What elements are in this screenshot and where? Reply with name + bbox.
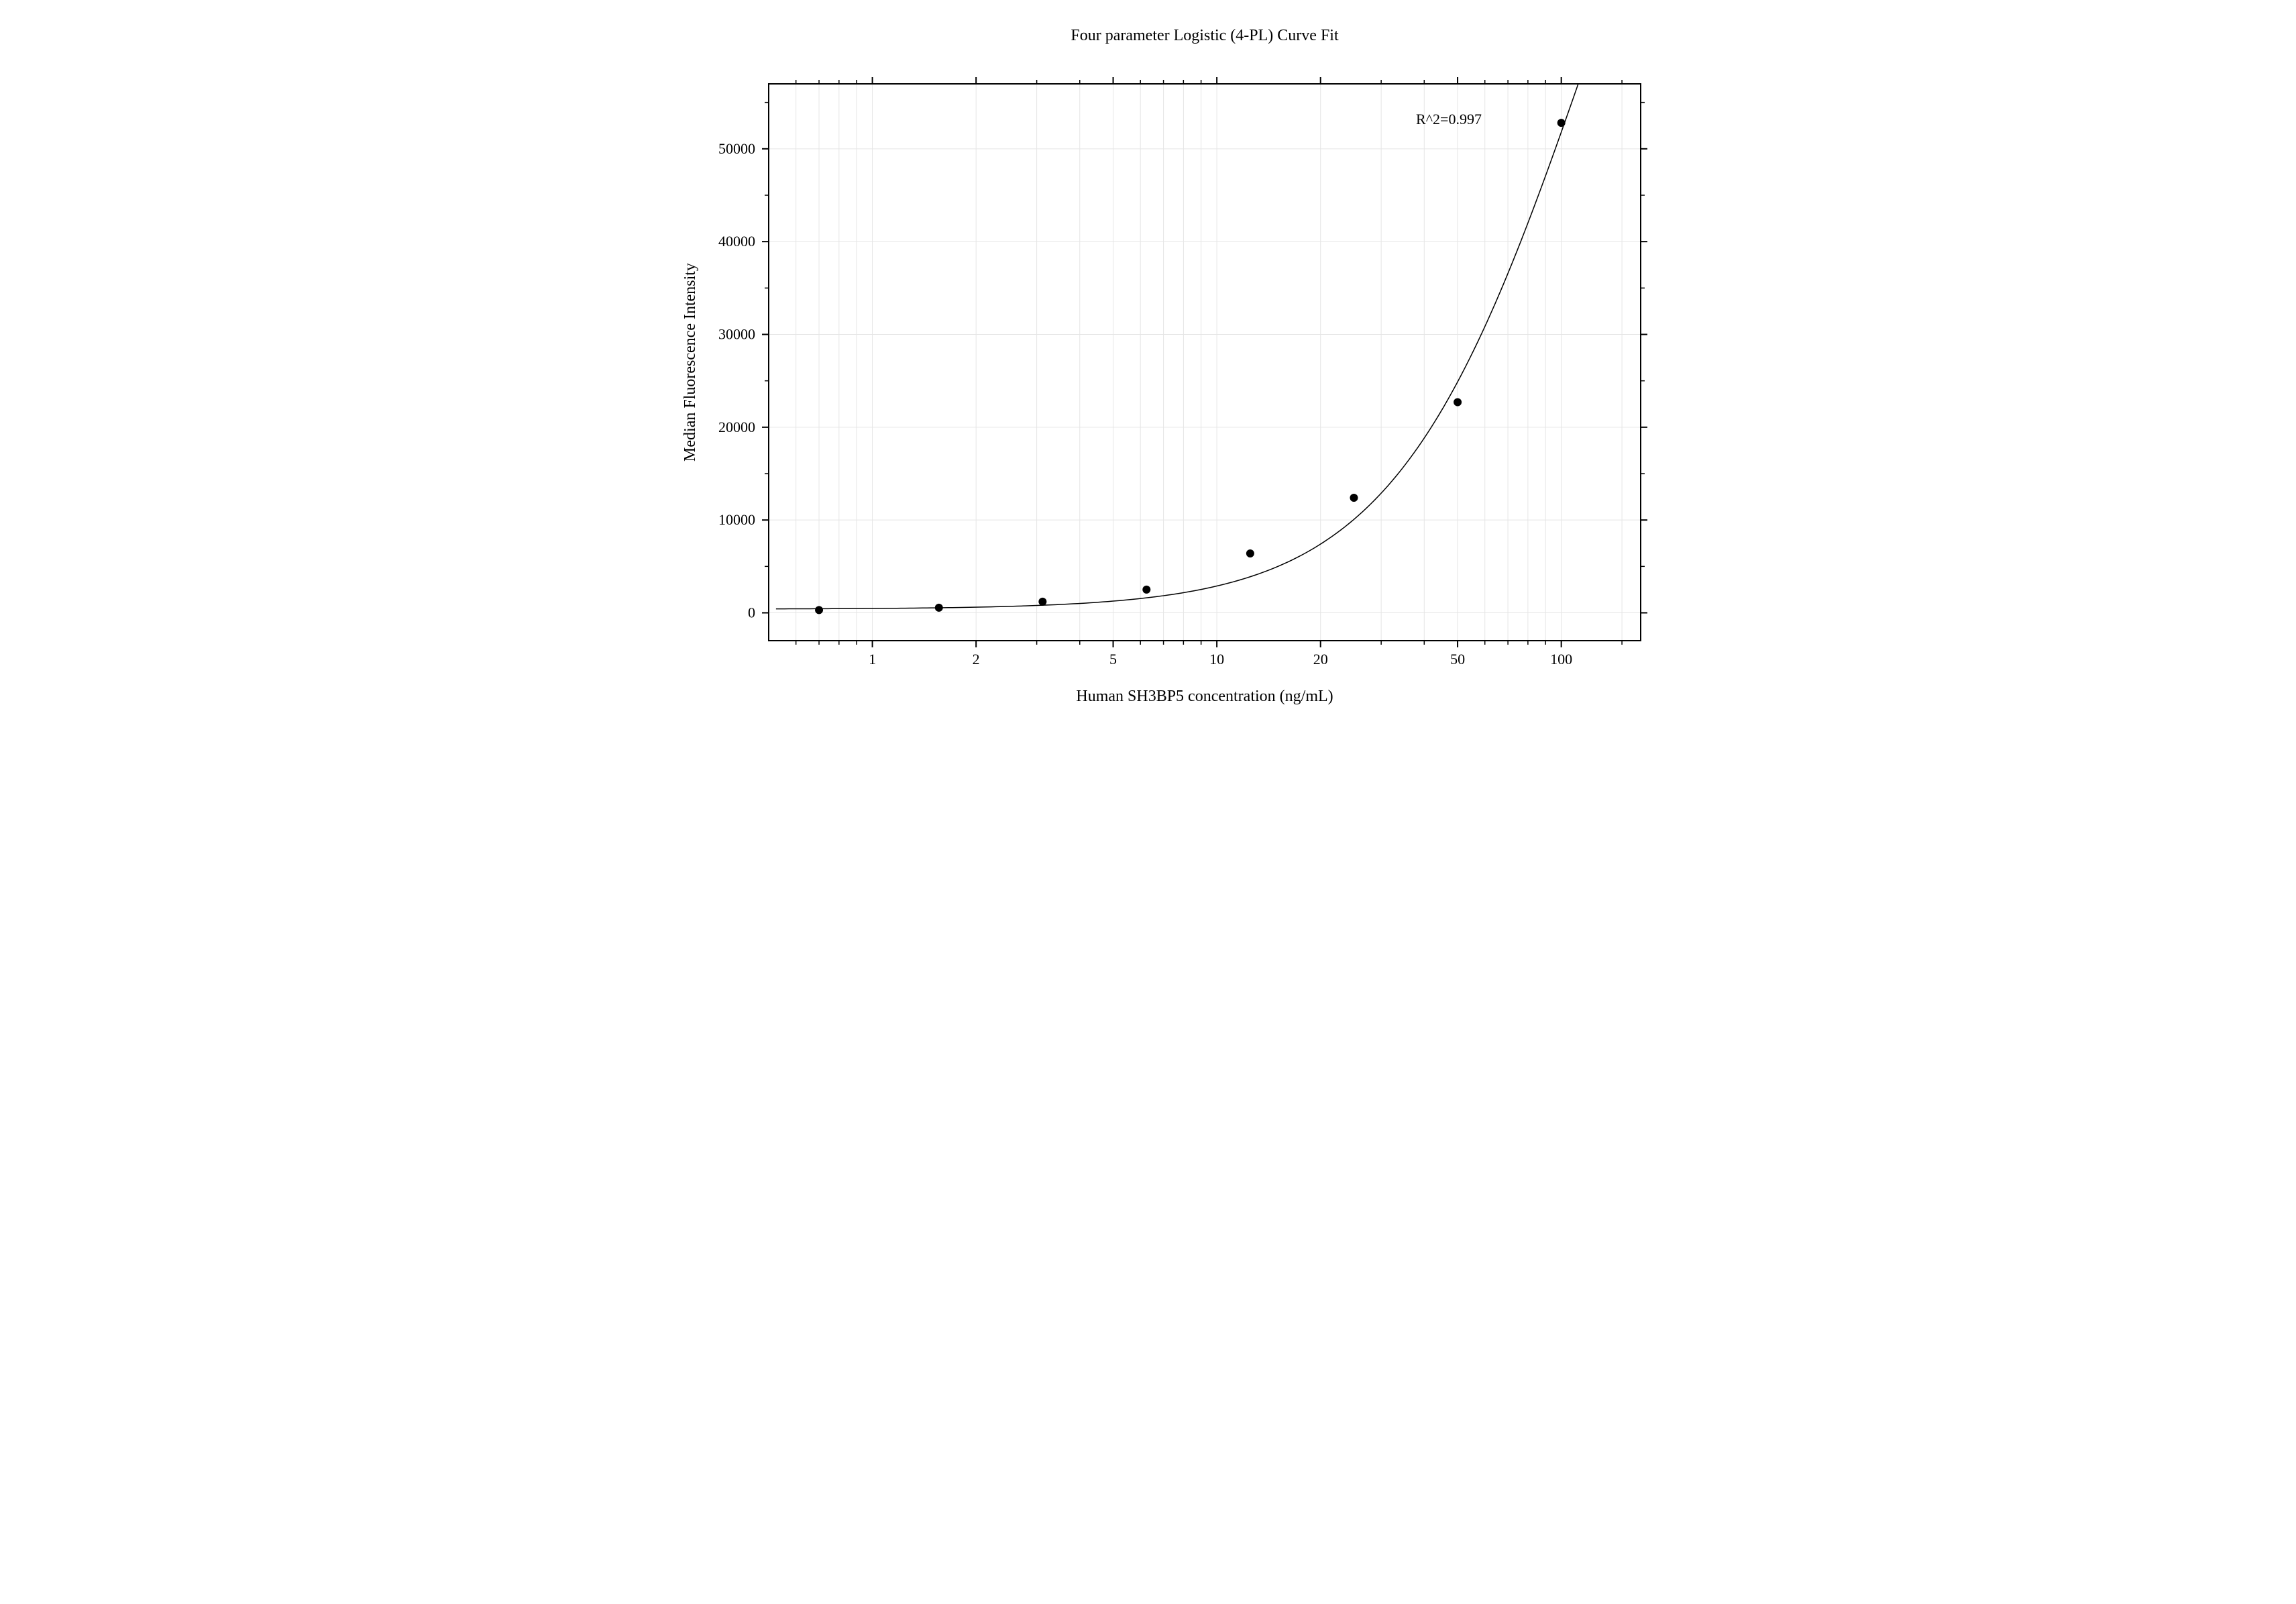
svg-text:30000: 30000	[718, 326, 755, 343]
y-axis-label: Median Fluorescence Intensity	[681, 263, 699, 462]
r-squared-annotation: R^2=0.997	[1416, 111, 1482, 127]
data-point	[1454, 398, 1462, 406]
svg-text:50000: 50000	[718, 140, 755, 157]
svg-text:2: 2	[973, 651, 980, 667]
svg-text:0: 0	[748, 604, 755, 621]
chart-svg: 1 2 5 10 20 50 100 0 10000 20000 30000 40000 50000 Fo…	[574, 0, 1722, 802]
svg-text:40000: 40000	[718, 233, 755, 250]
x-axis-label: Human SH3BP5 concentration (ng/mL)	[1076, 688, 1333, 705]
svg-text:100: 100	[1550, 651, 1572, 667]
data-point	[935, 604, 943, 612]
svg-text:10000: 10000	[718, 511, 755, 528]
chart-title: Four parameter Logistic (4-PL) Curve Fit	[1071, 27, 1339, 44]
svg-text:20000: 20000	[718, 419, 755, 435]
data-point	[815, 606, 823, 614]
svg-text:1: 1	[869, 651, 876, 667]
data-point	[1142, 586, 1150, 594]
data-point	[1246, 549, 1254, 557]
data-point	[1350, 494, 1358, 502]
data-point	[1038, 598, 1046, 606]
data-point	[1557, 119, 1566, 127]
svg-text:5: 5	[1109, 651, 1117, 667]
svg-text:50: 50	[1450, 651, 1465, 667]
chart-container: 1 2 5 10 20 50 100 0 10000 20000 30000 40000 50000 Fo…	[574, 0, 1722, 802]
svg-text:20: 20	[1313, 651, 1328, 667]
svg-text:10: 10	[1209, 651, 1224, 667]
